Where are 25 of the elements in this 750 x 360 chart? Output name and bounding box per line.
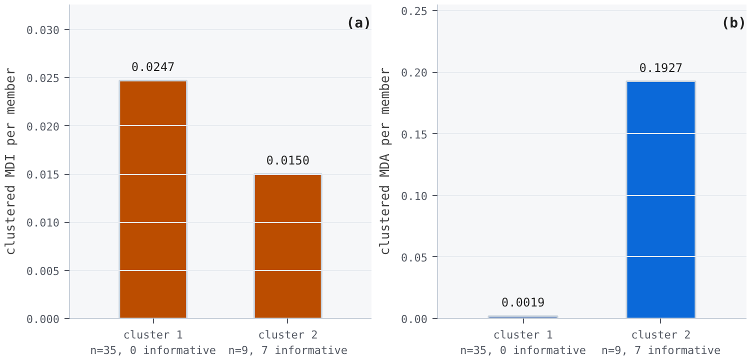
y-tick-label: 0.10 (401, 190, 428, 203)
y-tick-label: 0.030 (26, 24, 60, 38)
x-tick-label: cluster 2 n=9, 7 informative (228, 328, 348, 358)
y-tick-label: 0.025 (26, 72, 60, 86)
y-tick-label: 0.015 (26, 168, 60, 182)
x-tick-label: cluster 1 n=35, 0 informative (460, 328, 586, 358)
y-tick-label: 0.20 (401, 66, 428, 80)
annotation: (a) (346, 15, 372, 32)
annotation: (b) (721, 15, 747, 32)
y-axis-title: clustered MDA per member (378, 67, 394, 256)
y-tick-label: 0.000 (26, 313, 60, 326)
text: 0.0150 (266, 154, 310, 168)
x-tick-label: cluster 1 n=35, 0 informative (90, 328, 216, 358)
y-axis-title: clustered MDI per member (3, 67, 18, 256)
y-tick-label: 0.010 (26, 216, 60, 230)
x-tick-label: cluster 2 n=9, 7 informative (601, 328, 721, 358)
text: 0.1927 (639, 60, 683, 75)
y-tick-label: 0.00 (401, 313, 428, 326)
y-tick-label: 0.020 (26, 120, 60, 134)
text: 0.0247 (131, 60, 175, 74)
y-tick-label: 0.005 (26, 264, 60, 278)
y-tick-label: 0.15 (401, 128, 428, 142)
y-tick-label: 0.05 (401, 251, 428, 264)
text: 0.0019 (501, 296, 545, 310)
y-tick-label: 0.25 (401, 5, 428, 18)
